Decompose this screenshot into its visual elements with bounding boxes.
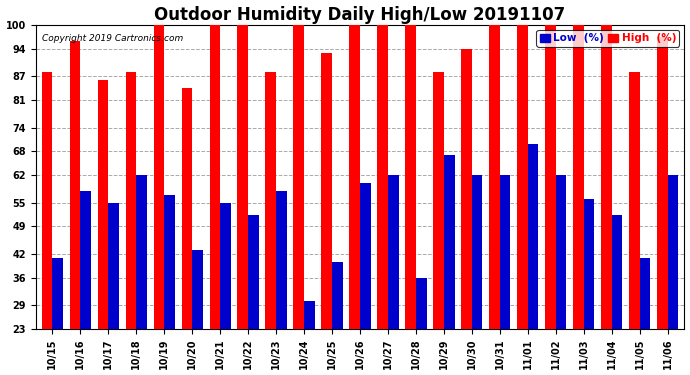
Bar xyxy=(52,258,63,329)
Bar xyxy=(640,258,650,329)
Legend: Low  (%), High  (%): Low (%), High (%) xyxy=(537,30,679,46)
Bar xyxy=(377,25,388,329)
Bar xyxy=(276,191,287,329)
Bar xyxy=(220,203,230,329)
Bar xyxy=(489,25,500,329)
Bar xyxy=(332,262,343,329)
Bar xyxy=(266,72,276,329)
Bar xyxy=(584,199,594,329)
Bar xyxy=(154,25,164,329)
Bar xyxy=(388,175,399,329)
Bar xyxy=(555,175,566,329)
Bar xyxy=(528,144,538,329)
Bar xyxy=(472,175,482,329)
Bar xyxy=(433,72,444,329)
Bar xyxy=(360,183,371,329)
Bar xyxy=(461,49,472,329)
Bar xyxy=(248,214,259,329)
Bar xyxy=(181,88,192,329)
Bar xyxy=(601,25,612,329)
Bar xyxy=(518,25,528,329)
Bar xyxy=(405,25,416,329)
Bar xyxy=(164,195,175,329)
Bar xyxy=(668,175,678,329)
Bar xyxy=(108,203,119,329)
Bar xyxy=(97,80,108,329)
Bar xyxy=(444,155,455,329)
Bar xyxy=(70,41,80,329)
Bar xyxy=(612,214,622,329)
Bar xyxy=(349,25,360,329)
Bar xyxy=(416,278,426,329)
Text: Copyright 2019 Cartronics.com: Copyright 2019 Cartronics.com xyxy=(42,34,184,43)
Bar xyxy=(136,175,147,329)
Bar xyxy=(41,72,52,329)
Bar xyxy=(192,250,203,329)
Bar xyxy=(293,25,304,329)
Bar xyxy=(304,302,315,329)
Bar xyxy=(80,191,91,329)
Bar xyxy=(629,72,640,329)
Bar xyxy=(237,25,248,329)
Bar xyxy=(210,25,220,329)
Bar xyxy=(545,25,555,329)
Bar xyxy=(322,53,332,329)
Title: Outdoor Humidity Daily High/Low 20191107: Outdoor Humidity Daily High/Low 20191107 xyxy=(155,6,566,24)
Bar xyxy=(500,175,511,329)
Bar xyxy=(657,37,668,329)
Bar xyxy=(126,72,136,329)
Bar xyxy=(573,25,584,329)
